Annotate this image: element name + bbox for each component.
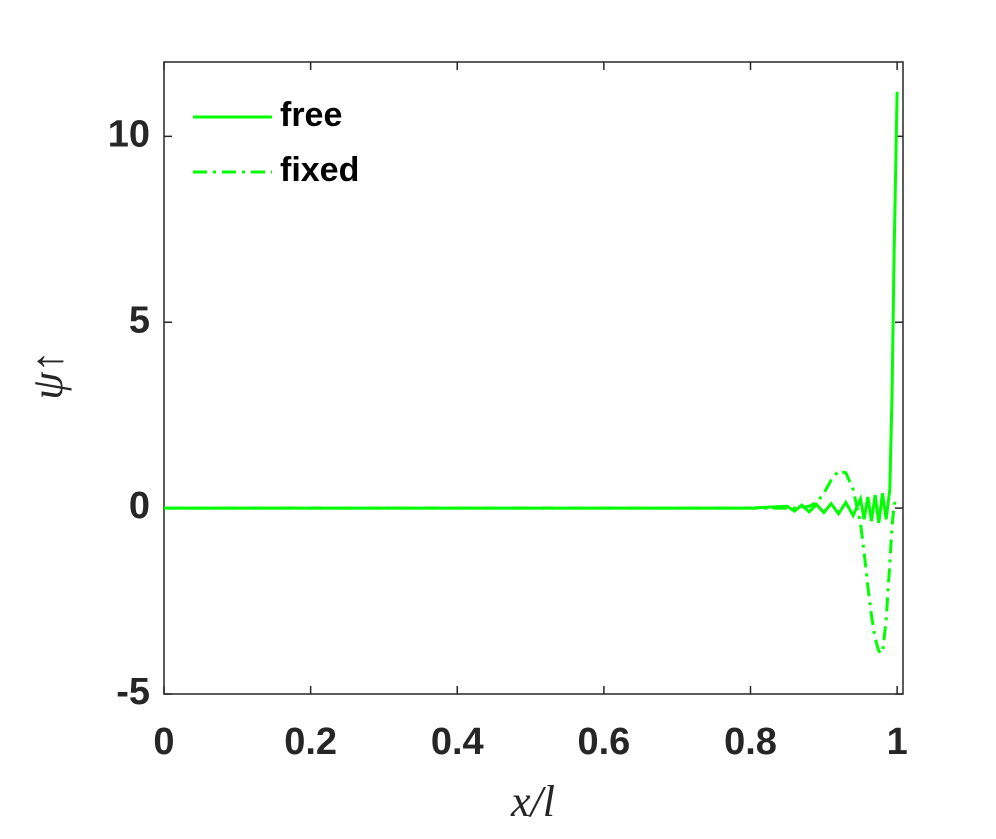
x-axis-label: x/l <box>510 777 555 826</box>
y-axis-label: ψ↑ <box>23 350 72 399</box>
legend-label: fixed <box>280 151 359 189</box>
y-tick-label: 5 <box>129 299 150 341</box>
x-tick-label: 0.2 <box>284 721 337 763</box>
y-tick-label: -5 <box>116 671 150 713</box>
x-tick-label: 1 <box>887 721 908 763</box>
axes-box <box>163 61 904 695</box>
series-line <box>164 91 899 524</box>
x-tick-label: 0.6 <box>577 721 630 763</box>
x-tick-label: 0.8 <box>724 721 777 763</box>
y-tick-label: 10 <box>108 113 150 155</box>
y-tick-label: 0 <box>129 485 150 527</box>
series-line <box>164 469 899 656</box>
x-tick-label: 0 <box>153 721 174 763</box>
legend-label: free <box>280 96 342 134</box>
x-tick-label: 0.4 <box>431 721 484 763</box>
